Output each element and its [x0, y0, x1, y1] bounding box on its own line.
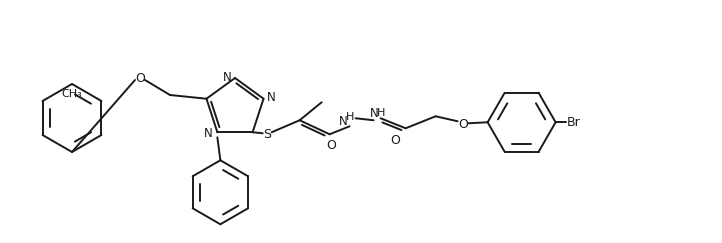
Text: O: O	[326, 139, 336, 152]
Text: N: N	[370, 107, 379, 120]
Text: Br: Br	[567, 116, 580, 129]
Text: N: N	[339, 115, 348, 128]
Text: N: N	[222, 70, 231, 84]
Text: N: N	[267, 91, 276, 104]
Text: O: O	[391, 134, 401, 147]
Text: N: N	[204, 127, 213, 140]
Text: O: O	[135, 71, 145, 85]
Text: H: H	[345, 112, 354, 122]
Text: S: S	[263, 128, 271, 141]
Text: H: H	[376, 108, 385, 118]
Text: O: O	[458, 118, 469, 131]
Text: CH₃: CH₃	[61, 89, 82, 99]
